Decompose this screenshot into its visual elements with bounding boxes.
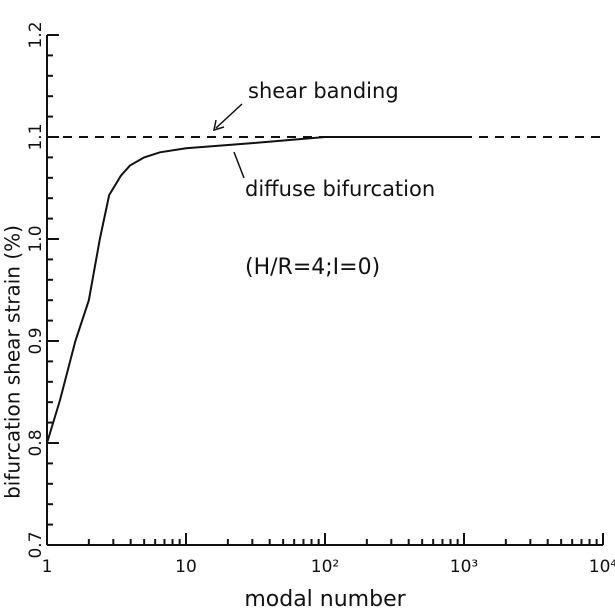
x-axis-label: modal number [244, 587, 406, 612]
annotation-arrow [215, 103, 243, 129]
y-tick-label: 0.8 [26, 429, 46, 456]
arrow-head [213, 119, 225, 132]
y-tick-label: 0.9 [26, 327, 46, 354]
y-tick-label: 1.1 [26, 123, 46, 150]
series-line [46, 136, 464, 444]
x-tick-label: 1 [42, 557, 53, 577]
annotation-label: shear banding [248, 79, 399, 103]
y-tick-label: 1.0 [26, 225, 46, 252]
x-tick-label: 10² [311, 557, 339, 577]
annotation-label: diffuse bifurcation [245, 177, 435, 201]
annotation: (H/R=4;I=0) [245, 255, 380, 280]
y-axis-label: bifurcation shear strain (%) [1, 225, 25, 499]
x-tick-label: 10³ [450, 557, 478, 577]
x-tick-label: 10 [175, 557, 197, 577]
annotation-pointer [233, 151, 245, 179]
y-tick-label: 0.7 [26, 531, 46, 558]
y-tick-label: 1.2 [26, 21, 46, 48]
x-tick-label: 10⁴ [589, 557, 615, 577]
